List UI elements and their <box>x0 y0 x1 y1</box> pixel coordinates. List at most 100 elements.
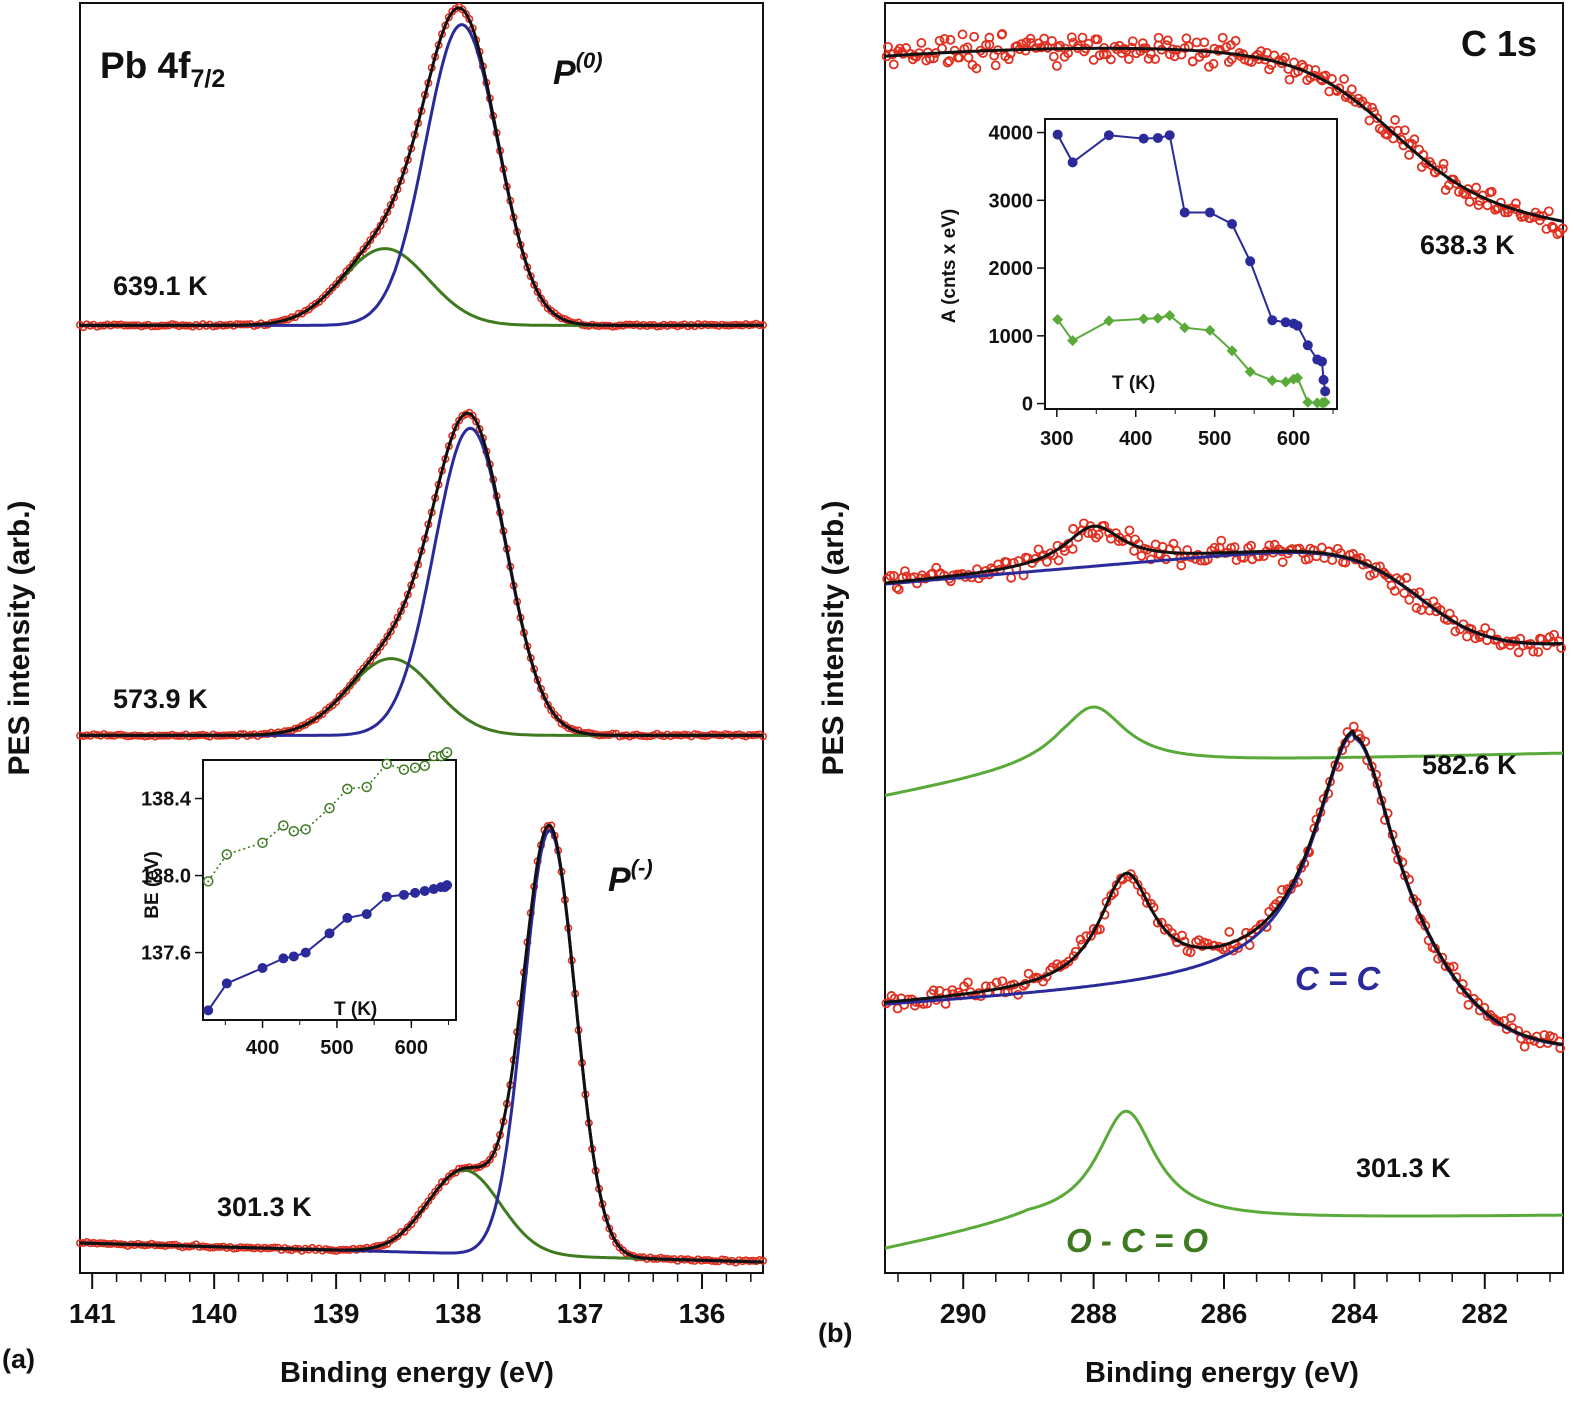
data-point <box>434 1183 443 1192</box>
data-point <box>1042 556 1052 567</box>
inset-point-dot <box>385 762 388 765</box>
inset-point <box>278 953 289 964</box>
inset-point <box>1179 322 1191 334</box>
data-point <box>990 60 1001 71</box>
inset-y-tick-label: 0 <box>1022 394 1033 416</box>
data-point <box>1093 529 1104 540</box>
panel-a-frame <box>79 2 764 1274</box>
data-point <box>1208 58 1219 69</box>
data-point <box>1541 224 1552 234</box>
inset-point-dot <box>207 880 210 883</box>
x-tick-label: 139 <box>313 1298 360 1329</box>
data-point <box>1150 54 1161 64</box>
inset-point <box>381 891 392 902</box>
inset-x-tick-label: 400 <box>1119 428 1152 450</box>
inset-point <box>1226 345 1238 357</box>
fit-line <box>80 6 763 327</box>
data-point <box>1277 557 1288 568</box>
data-point <box>1051 60 1062 71</box>
x-tick-label: 137 <box>557 1298 604 1329</box>
inset-b-ticks: 300 400 500 600 0 1000 2000 3000 4000 <box>989 123 1334 450</box>
data-point <box>1310 65 1321 75</box>
data-point <box>1528 646 1539 657</box>
fit-line <box>884 46 1564 223</box>
data-point <box>1404 594 1415 605</box>
inset-point <box>203 1005 214 1016</box>
data-point <box>1006 572 1017 583</box>
inset-point <box>1280 317 1291 328</box>
inset-point <box>410 887 421 898</box>
fit-line <box>79 823 764 1264</box>
data-point <box>1549 629 1559 640</box>
data-point <box>1450 626 1461 637</box>
inset-y-tick-label: 1000 <box>989 326 1034 348</box>
inset-point <box>1244 366 1256 378</box>
data-point <box>1557 223 1568 234</box>
data-point <box>954 52 965 63</box>
data-point <box>942 57 953 68</box>
annotation-p-minus: P(-) <box>608 855 653 899</box>
data-point <box>1217 32 1228 43</box>
data-point <box>414 1210 423 1219</box>
inset-point <box>288 951 299 962</box>
data-point <box>957 29 968 40</box>
component-c-eq-c-line <box>884 731 1564 1047</box>
data-point <box>1153 32 1164 43</box>
data-point <box>934 35 945 46</box>
inset-point-dot <box>304 828 307 831</box>
data-point <box>997 29 1008 39</box>
inset-point-dot <box>328 807 331 810</box>
x-tick-label: 288 <box>1070 1298 1117 1329</box>
inset-point <box>257 963 268 973</box>
data-point <box>1348 721 1359 732</box>
data-point <box>1346 84 1357 95</box>
data-point <box>1454 187 1464 197</box>
x-tick-label: 138 <box>435 1298 482 1329</box>
data-point <box>1066 32 1077 43</box>
data-point <box>1025 33 1036 44</box>
panel-a-label: (a) <box>2 1344 35 1374</box>
data-point <box>1187 56 1198 67</box>
data-point <box>1063 956 1074 967</box>
data-point <box>1224 926 1235 937</box>
data-point <box>1094 50 1105 61</box>
data-point <box>945 34 956 45</box>
data-point <box>1109 41 1120 52</box>
inset-point <box>1319 396 1331 408</box>
inset-point-dot <box>346 787 349 790</box>
inset-point <box>1266 375 1278 387</box>
inset-point-dot <box>292 830 295 833</box>
data-point <box>885 570 896 581</box>
panel-a-title: Pb 4f7/2 <box>100 45 225 93</box>
data-point <box>1547 221 1557 232</box>
data-point <box>1511 198 1521 209</box>
inset-point-dot <box>432 755 435 758</box>
inset-point <box>1052 314 1064 326</box>
data-point <box>962 977 973 988</box>
temp-label-a-3: 301.3 K <box>217 1192 312 1222</box>
inset-point-dot <box>261 841 264 844</box>
inset-point-dot <box>282 824 285 827</box>
data-point <box>1486 186 1497 197</box>
inset-b-series <box>1052 129 1331 409</box>
temp-label-b-2: 582.6 K <box>1422 750 1517 780</box>
data-point <box>1399 125 1410 136</box>
data-point <box>1451 178 1462 189</box>
data-point <box>1364 115 1375 126</box>
data-point <box>1327 74 1337 84</box>
inset-point-dot <box>414 766 417 769</box>
data-point <box>1068 523 1079 534</box>
inset-point <box>324 928 335 939</box>
data-point <box>1124 525 1135 536</box>
inset-point <box>221 978 232 989</box>
data-point <box>1261 922 1272 932</box>
inset-y-tick-label: 4000 <box>989 123 1034 145</box>
inset-point <box>1245 256 1256 267</box>
x-tick-label: 290 <box>940 1298 987 1329</box>
inset-a-xlabel: T (K) <box>334 999 377 1020</box>
inset-point <box>1164 309 1176 321</box>
data-point <box>944 56 955 66</box>
panel-a-xlabel: Binding energy (eV) <box>280 1357 554 1389</box>
data-point <box>900 566 910 577</box>
